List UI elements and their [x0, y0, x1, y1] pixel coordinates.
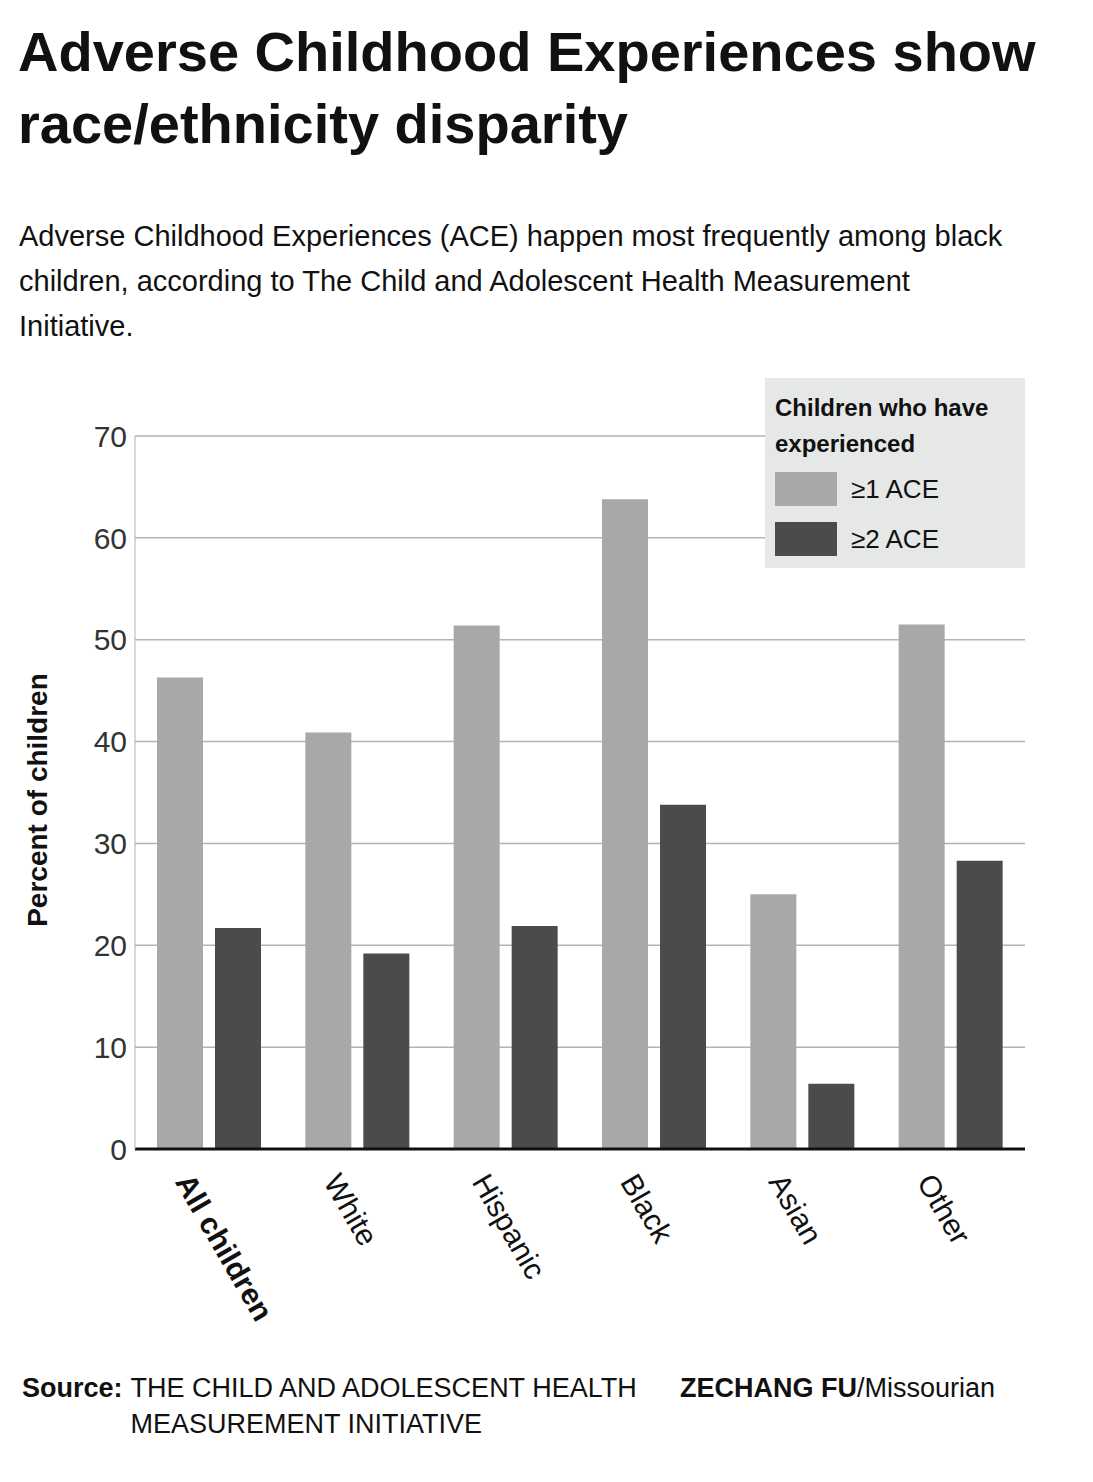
html-text:≥2 ACE: ≥2 ACE [851, 523, 939, 554]
svg-text:All children: All children [169, 1168, 279, 1326]
svg-text:White: White [318, 1168, 385, 1251]
html-text:Adverse Childhood Experiences: Adverse Childhood Experiences (ACE) happ… [19, 220, 1003, 342]
html-text:≥1 ACE: ≥1 ACE [851, 473, 939, 504]
svg-text:Hispanic: Hispanic [466, 1168, 552, 1284]
svg-text:Other: Other [911, 1168, 977, 1249]
html-text:Children who have experienced: Children who have experienced [775, 394, 989, 457]
svg-text:Black: Black [614, 1168, 680, 1249]
svg-text:20: 20 [94, 929, 127, 962]
svg-text:40: 40 [94, 725, 127, 758]
html-text:Adverse Childhood Experiences: Adverse Childhood Experiences show race/… [18, 20, 1036, 155]
html-text:ZECHANG FU /Missourian: ZECHANG FU /Missourian [680, 1373, 995, 1403]
svg-text:Asian: Asian [763, 1168, 829, 1249]
svg-text:50: 50 [94, 623, 127, 656]
html-text:Percent of children: Percent of children [22, 673, 53, 927]
svg-text:30: 30 [94, 827, 127, 860]
svg-text:10: 10 [94, 1031, 127, 1064]
html-text:Source: THE CHILD AND ADOLESCE: Source: THE CHILD AND ADOLESCENT HEALTH … [22, 1373, 637, 1439]
svg-text:0: 0 [110, 1133, 127, 1166]
svg-text:60: 60 [94, 522, 127, 555]
svg-text:70: 70 [94, 420, 127, 453]
